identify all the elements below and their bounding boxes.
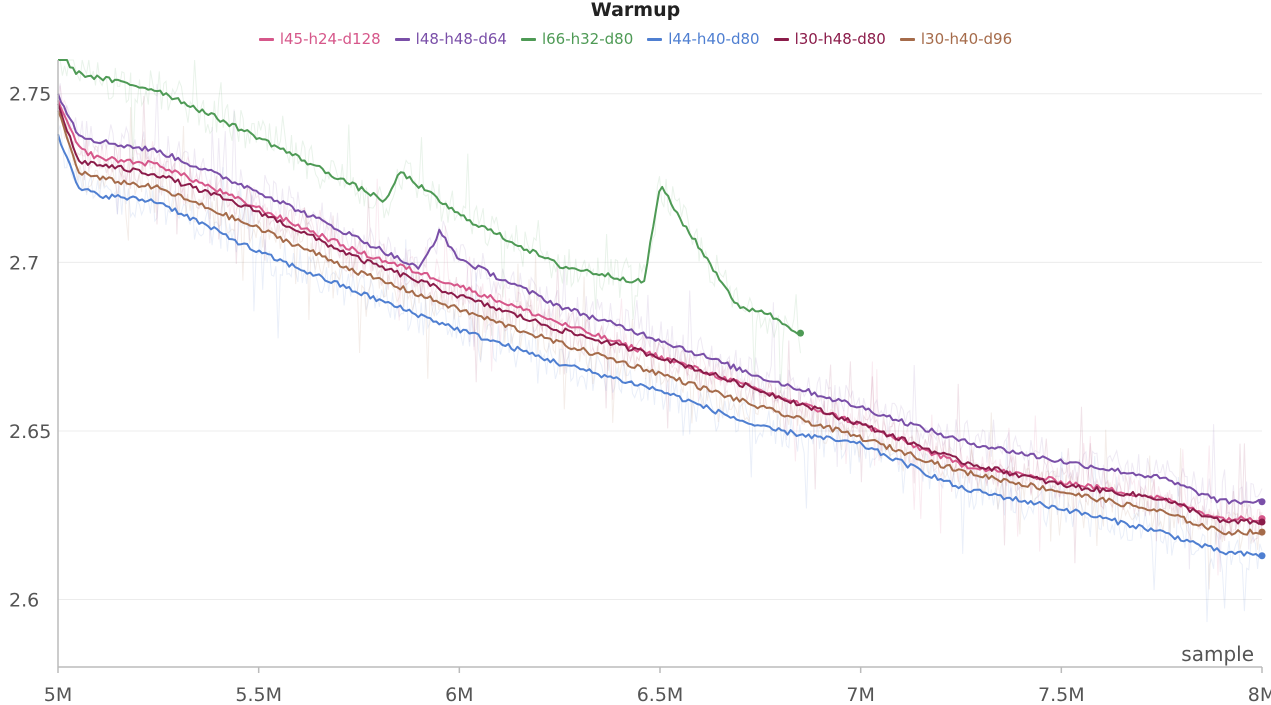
legend-label: l44-h40-d80: [668, 30, 760, 48]
legend-label: l45-h24-d128: [279, 30, 381, 48]
chart-title: Warmup: [590, 0, 681, 21]
legend-swatch: [773, 37, 789, 41]
series-noise: [57, 59, 801, 394]
legend-label: l30-h40-d96: [920, 30, 1013, 48]
series-line: [57, 133, 1263, 558]
legend-swatch: [258, 37, 274, 41]
legend-item[interactable]: l44-h40-d80: [647, 29, 760, 49]
x-tick-label: 6.5M: [637, 684, 684, 705]
series-noise: [57, 95, 1263, 564]
legend-item[interactable]: l45-h24-d128: [258, 29, 381, 49]
series-end-point: [796, 329, 804, 337]
series-line: [57, 93, 1263, 505]
legend-swatch: [647, 37, 663, 41]
x-tick-label: 7M: [846, 684, 874, 705]
x-axis-label: sample: [1181, 642, 1254, 666]
legend-swatch: [394, 37, 410, 41]
legend-label: l48-h48-d64: [415, 30, 507, 48]
series-line: [58, 59, 801, 335]
series-end-point: [1258, 518, 1266, 526]
legend: l45-h24-d128 l48-h48-d64 l66-h32-d80 l44-h4…: [0, 29, 1271, 49]
x-tick-label: 6M: [445, 684, 473, 705]
legend-swatch: [899, 37, 915, 41]
legend-label: l66-h32-d80: [541, 30, 634, 48]
x-tick-label: 5M: [44, 684, 72, 705]
y-tick-label: 2.7: [9, 252, 39, 274]
legend-item[interactable]: l30-h48-d80: [773, 29, 886, 49]
legend-item[interactable]: l66-h32-d80: [520, 29, 634, 49]
series-line: [57, 110, 1263, 536]
legend-swatch: [520, 37, 536, 41]
x-tick-label: 7.5M: [1038, 684, 1085, 705]
series-end-point: [1258, 498, 1266, 506]
series-end-point: [1258, 552, 1266, 560]
x-tick-label: 5.5M: [235, 684, 282, 705]
y-tick-label: 2.75: [9, 84, 51, 106]
y-tick-label: 2.6: [9, 590, 39, 612]
y-tick-label: 2.65: [9, 421, 51, 443]
legend-label: l30-h48-d80: [794, 30, 886, 48]
series-line: [57, 100, 1263, 523]
legend-item[interactable]: l48-h48-d64: [394, 29, 507, 49]
series-line: [57, 103, 1263, 525]
legend-item[interactable]: l30-h40-d96: [899, 29, 1013, 49]
series-noise: [57, 83, 1263, 573]
x-tick-label: 8M: [1248, 684, 1271, 705]
series-end-point: [1258, 528, 1266, 536]
